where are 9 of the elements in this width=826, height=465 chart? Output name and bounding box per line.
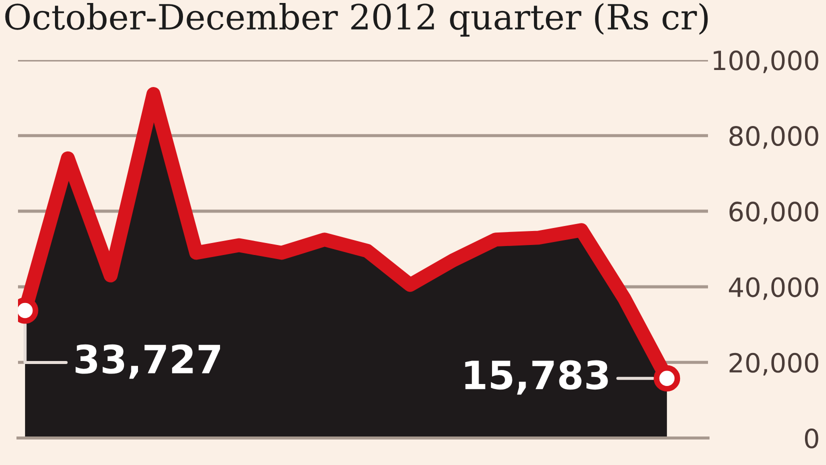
y-tick-label: 40,000 bbox=[728, 277, 818, 300]
data-label: 33,727 bbox=[76, 344, 220, 379]
y-tick-label: 0 bbox=[804, 428, 818, 448]
y-tick-label: 80,000 bbox=[729, 126, 818, 149]
y-tick-label: 60,000 bbox=[730, 202, 818, 224]
y-tick-label: 100,000 bbox=[714, 50, 818, 74]
data-label: 15,783 bbox=[465, 360, 608, 395]
y-tick-label: 20,000 bbox=[730, 352, 818, 376]
chart-title: October-December 2012 quarter (Rs cr) bbox=[5, 3, 708, 37]
